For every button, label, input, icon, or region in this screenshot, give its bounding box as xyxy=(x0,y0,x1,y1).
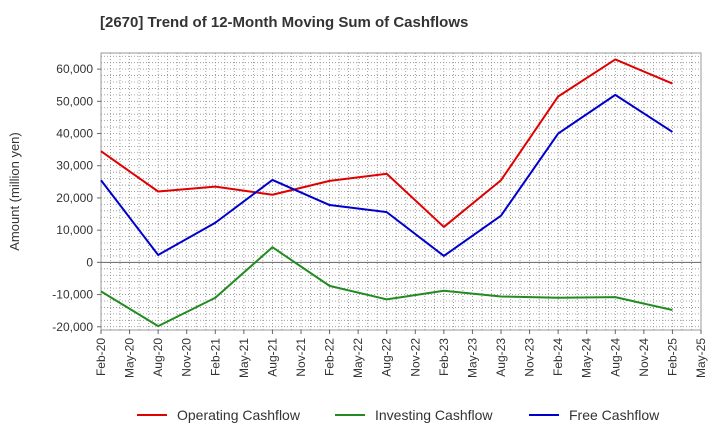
y-tick-label: 40,000 xyxy=(56,127,93,141)
chart-title: [2670] Trend of 12-Month Moving Sum of C… xyxy=(100,14,469,31)
x-tick-label: Nov-24 xyxy=(637,338,651,377)
series-line-investing-cashflow xyxy=(100,246,673,328)
series-line-operating-cashflow xyxy=(100,58,673,228)
y-axis-title: Amount (million yen) xyxy=(7,132,22,251)
legend-label-free-cashflow: Free Cashflow xyxy=(569,407,660,423)
x-tick-label: Feb-22 xyxy=(323,338,337,376)
x-tick-label: May-22 xyxy=(351,338,365,378)
y-tick-label: -10,000 xyxy=(52,288,93,302)
x-tick-label: Nov-22 xyxy=(408,338,422,377)
y-tick-label: 10,000 xyxy=(56,223,93,237)
y-tick-label: 30,000 xyxy=(56,159,93,173)
x-tick-label: Aug-20 xyxy=(151,338,165,377)
x-tick-label: Feb-21 xyxy=(208,338,222,376)
y-tick-label: -20,000 xyxy=(52,320,93,334)
x-tick-label: Aug-24 xyxy=(608,338,622,377)
x-tick-label: May-23 xyxy=(465,338,479,378)
x-tick-label: Nov-23 xyxy=(523,338,537,377)
x-tick-label: Feb-20 xyxy=(94,338,108,376)
x-tick-label: Aug-21 xyxy=(265,338,279,377)
x-tick-label: Aug-23 xyxy=(494,338,508,377)
x-tick-label: May-25 xyxy=(694,338,708,378)
x-tick-label: Aug-22 xyxy=(380,338,394,377)
x-tick-label: May-21 xyxy=(237,338,251,378)
y-tick-label: 0 xyxy=(86,255,93,269)
y-tick-label: 60,000 xyxy=(56,62,93,76)
x-tick-label: Nov-20 xyxy=(180,338,194,377)
legend-label-operating-cashflow: Operating Cashflow xyxy=(177,407,301,423)
x-tick-label: May-24 xyxy=(580,338,594,378)
legend-label-investing-cashflow: Investing Cashflow xyxy=(375,407,493,423)
y-tick-label: 20,000 xyxy=(56,191,93,205)
x-tick-label: Feb-23 xyxy=(437,338,451,376)
x-tick-label: May-20 xyxy=(123,338,137,378)
series-line-free-cashflow xyxy=(100,93,673,257)
x-tick-label: Feb-25 xyxy=(665,338,679,376)
x-tick-label: Feb-24 xyxy=(551,338,565,376)
y-tick-label: 50,000 xyxy=(56,94,93,108)
x-tick-label: Nov-21 xyxy=(294,338,308,377)
